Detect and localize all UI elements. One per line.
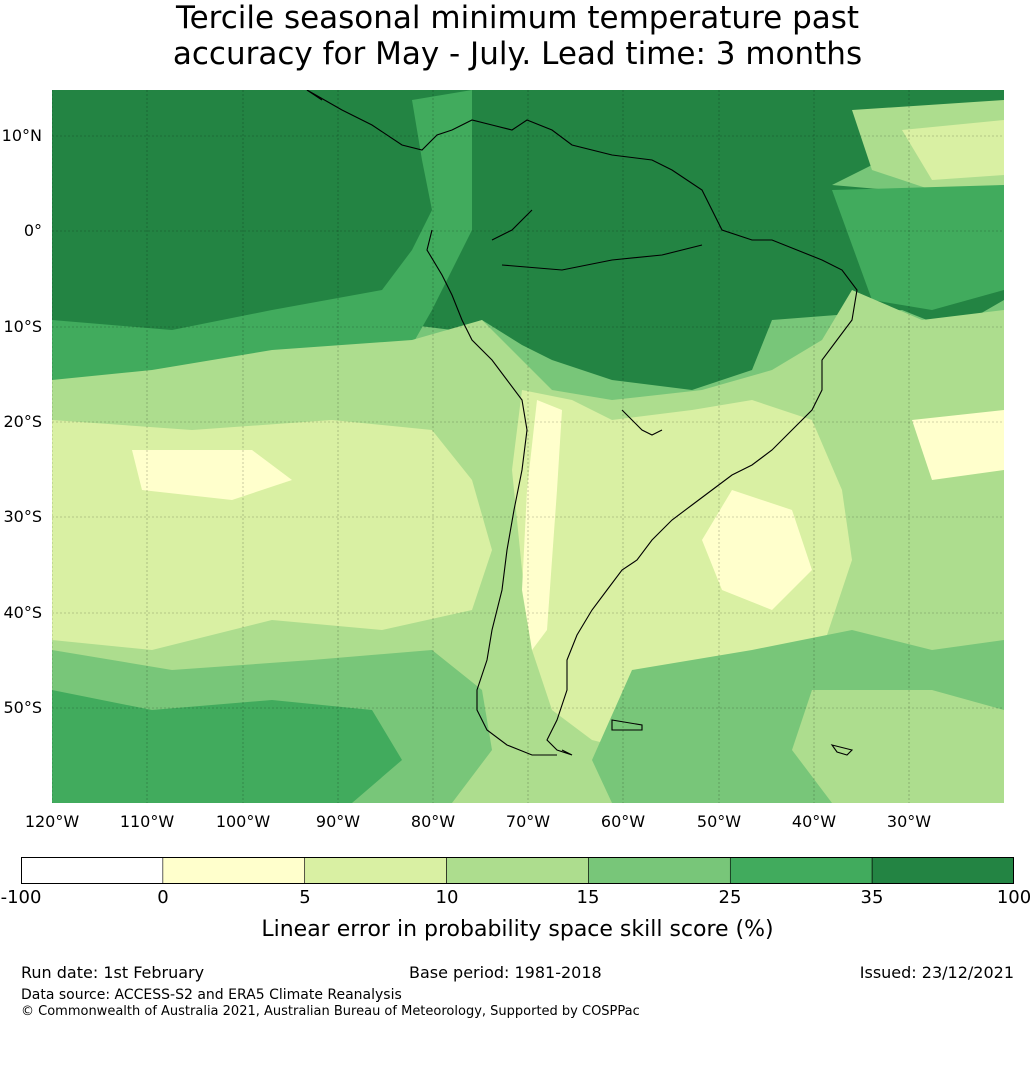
lon-label-90w: 90°W	[315, 812, 361, 831]
zone-southern-atlantic-light	[792, 690, 1004, 803]
title-line-1: Tercile seasonal minimum temperature pas…	[175, 0, 860, 36]
lat-label-30s: 30°S	[3, 507, 42, 526]
colorbar-tick-35: 35	[860, 887, 884, 908]
lat-label-20s: 20°S	[3, 412, 42, 431]
data-source: Data source: ACCESS-S2 and ERA5 Climate …	[21, 987, 402, 1003]
colorbar-segment-5	[729, 857, 873, 884]
colorbar-segment-0	[21, 857, 164, 884]
colorbar-segment-2	[304, 857, 447, 884]
run-date: Run date: 1st February	[21, 963, 205, 982]
zone-pacific-mid	[52, 90, 472, 390]
lon-label-50w: 50°W	[696, 812, 742, 831]
zone-southern-pacific-dark	[52, 690, 402, 803]
colorbar-segment-3	[446, 857, 589, 884]
zone-yellow-atlantic	[912, 410, 1004, 480]
colorbar-tick-25: 25	[718, 887, 742, 908]
zone-mid-atlantic	[832, 185, 1004, 310]
lon-label-100w: 100°W	[215, 812, 271, 831]
lon-label-60w: 60°W	[600, 812, 646, 831]
lat-label-50s: 50°S	[3, 698, 42, 717]
colorbar-tick-10: 10	[435, 887, 459, 908]
map-gridlines	[52, 90, 1004, 803]
lon-label-30w: 30°W	[886, 812, 932, 831]
colorbar-tick-100: 100	[996, 887, 1032, 908]
colorbar-tick-15: 15	[576, 887, 600, 908]
zone-pale-south-pacific	[52, 420, 492, 650]
coastline	[306, 90, 858, 756]
lon-label-70w: 70°W	[505, 812, 551, 831]
lat-label-10s: 10°S	[3, 317, 42, 336]
colorbar	[21, 857, 1014, 884]
zone-yellow-andes	[522, 400, 562, 650]
skill-score-map	[52, 90, 1004, 803]
zone-upper-atlantic-yellow	[902, 120, 1004, 180]
colorbar-tick-5: 5	[299, 887, 311, 908]
lon-label-80w: 80°W	[410, 812, 456, 831]
lat-label-10n: 10°N	[1, 126, 42, 145]
lat-label-0: 0°	[23, 221, 42, 240]
lat-label-40s: 40°S	[3, 603, 42, 622]
lon-label-120w: 120°W	[24, 812, 80, 831]
colorbar-tick-0: 0	[157, 887, 169, 908]
title-line-2: accuracy for May - July. Lead time: 3 mo…	[172, 36, 863, 72]
colorbar-label: Linear error in probability space skill …	[261, 917, 774, 942]
colorbar-segment-6	[871, 857, 1014, 884]
colorbar-tick-neg100: -100	[0, 887, 42, 908]
colorbar-segment-1	[162, 857, 306, 884]
base-period: Base period: 1981-2018	[409, 963, 602, 982]
lon-label-40w: 40°W	[791, 812, 837, 831]
issued-date: Issued: 23/12/2021	[859, 963, 1014, 982]
zone-yellow-pacific	[132, 450, 292, 500]
copyright: © Commonwealth of Australia 2021, Austra…	[21, 1004, 640, 1019]
zone-yellow-pampas	[702, 490, 812, 610]
lon-label-110w: 110°W	[119, 812, 175, 831]
colorbar-segment-4	[588, 857, 731, 884]
map-title: Tercile seasonal minimum temperature pas…	[0, 0, 1035, 72]
